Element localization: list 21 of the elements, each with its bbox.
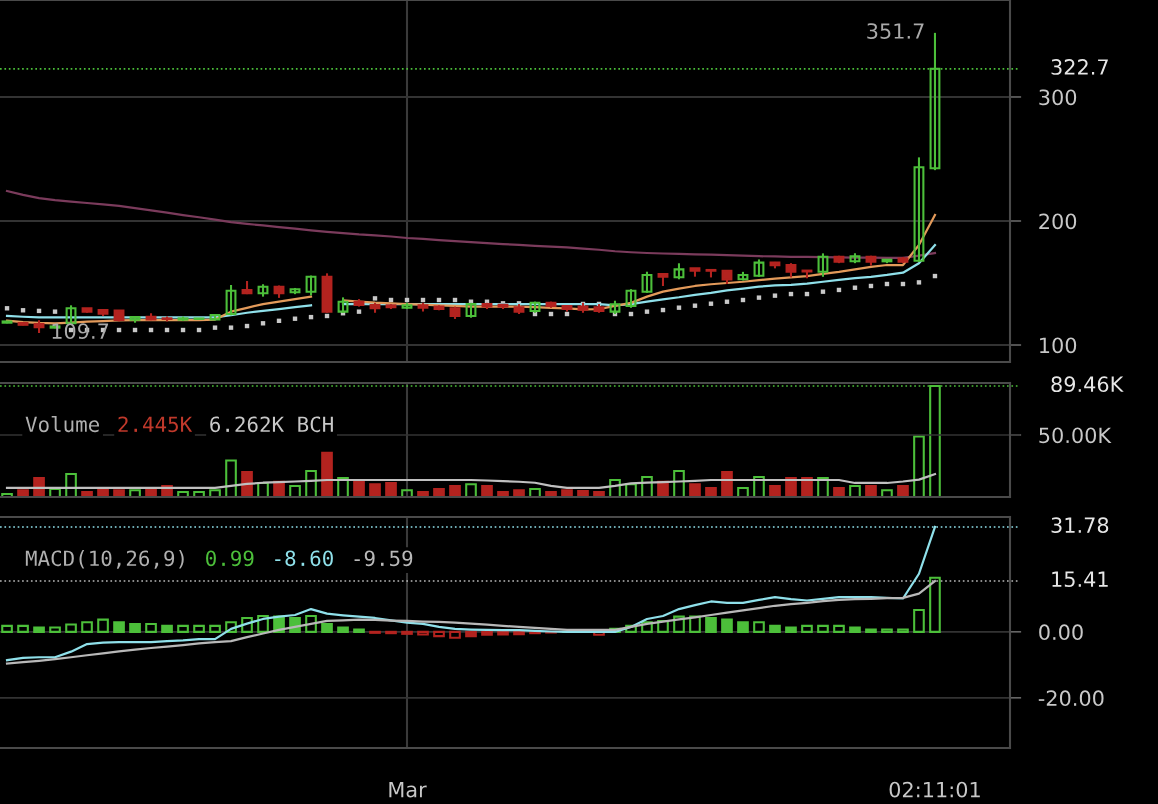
annotation: 351.7 [867, 23, 924, 39]
y-tick-label: 0.00 [1039, 624, 1083, 641]
ref-line-label: 322.7 [1051, 59, 1108, 75]
y-tick-label: 100 [1040, 337, 1077, 354]
annotation: -9.59 [354, 550, 413, 567]
ref-line-label: 89.46K [1051, 376, 1124, 393]
x-tick-label: Mar [389, 781, 427, 798]
text: Volume [25, 415, 100, 433]
text: MACD(10,26,9) [25, 550, 184, 569]
annotation: 6.262K BCH [210, 416, 333, 433]
annotation: 109.7 [52, 323, 109, 340]
y-tick-label: -20.00 [1038, 690, 1104, 707]
y-tick-label: 200 [1039, 213, 1077, 230]
ref-line-label: 15.41 [1052, 571, 1108, 588]
y-tick-label: 50.00K [1039, 427, 1112, 444]
annotation: 2.445K [118, 416, 193, 433]
annotation: -8.60 [275, 550, 333, 567]
y-tick-label: 300 [1039, 89, 1077, 106]
ref-line-label: 31.78 [1051, 517, 1109, 534]
x-tick-label: 02:11:01 [889, 781, 980, 798]
annotation: 0.99 [206, 550, 254, 567]
